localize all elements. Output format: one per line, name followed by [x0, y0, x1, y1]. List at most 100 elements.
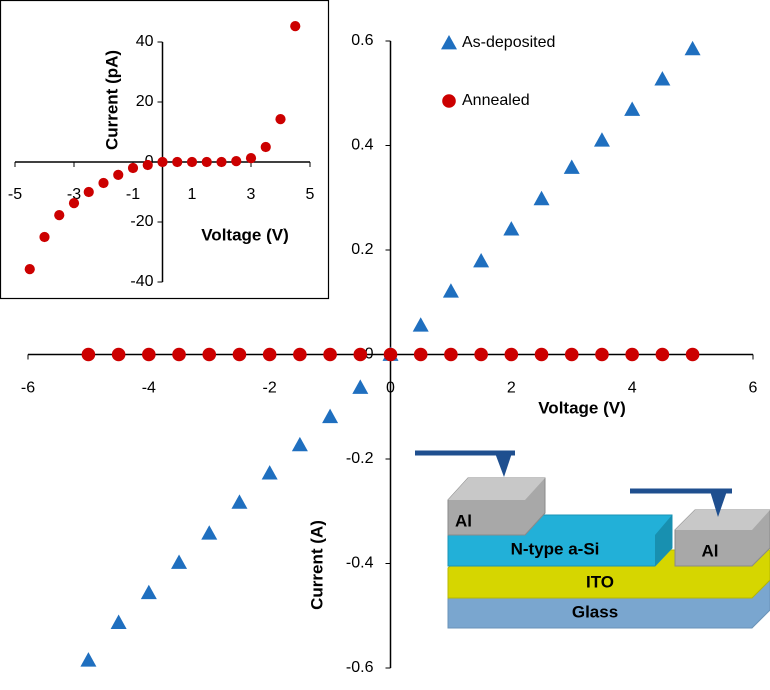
marker-circle: [113, 169, 124, 180]
y-tick-label: -0.6: [346, 659, 374, 676]
marker-circle: [323, 347, 337, 362]
legend-entry: Annealed: [442, 92, 530, 109]
x-tick-label: 0: [386, 380, 395, 397]
marker-circle: [202, 347, 217, 362]
marker-circle: [260, 141, 271, 153]
marker-circle: [685, 347, 700, 362]
y-tick-label: 0.6: [351, 32, 373, 49]
x-tick-label: 1: [188, 186, 197, 203]
marker-circle: [444, 347, 458, 362]
legend-label: As-deposited: [462, 34, 555, 51]
legend-entry: As-deposited: [441, 34, 555, 51]
x-axis-title: Voltage (V): [201, 225, 289, 244]
marker-circle: [442, 94, 456, 108]
y-axis-title: Current (A): [307, 520, 326, 610]
marker-circle: [232, 347, 247, 362]
marker-triangle: [110, 614, 127, 629]
marker-circle: [413, 347, 428, 362]
marker-circle: [54, 210, 65, 221]
y-tick-label: 0: [365, 346, 374, 363]
marker-circle: [655, 347, 670, 362]
inset-frame: [0, 0, 330, 300]
probe-tip: [495, 453, 512, 477]
y-tick-label: 0.4: [351, 137, 373, 154]
marker-circle: [504, 347, 519, 362]
marker-circle: [262, 347, 277, 362]
marker-circle: [157, 156, 168, 168]
marker-triangle: [201, 525, 218, 540]
y-tick-label: 40: [136, 33, 154, 50]
main-chart: -6 -4 -2 0 2 4 6-0.6-0.4-0.200.20.40.6Voltage …: [21, 32, 758, 676]
marker-triangle: [533, 190, 550, 206]
al-right-top: [675, 510, 770, 530]
marker-triangle: [563, 159, 580, 174]
marker-circle: [39, 231, 50, 243]
x-tick-label: 4: [628, 380, 637, 397]
marker-triangle: [291, 436, 308, 452]
marker-triangle: [171, 554, 188, 569]
x-tick-label: 5: [306, 186, 315, 203]
marker-circle: [83, 186, 94, 198]
marker-circle: [290, 21, 301, 32]
marker-circle: [172, 156, 183, 168]
x-tick-label: 6: [749, 380, 758, 397]
marker-circle: [201, 156, 212, 168]
marker-circle: [275, 114, 286, 125]
marker-triangle: [442, 283, 459, 298]
marker-circle: [245, 153, 257, 164]
marker-circle: [474, 347, 488, 362]
marker-triangle: [322, 408, 339, 424]
marker-triangle: [503, 221, 520, 236]
marker-triangle: [684, 40, 701, 56]
marker-triangle: [231, 494, 248, 509]
marker-circle: [595, 347, 609, 362]
marker-triangle: [624, 101, 641, 116]
y-tick-label: 20: [136, 93, 154, 110]
marker-circle: [142, 159, 153, 171]
marker-circle: [216, 156, 227, 168]
marker-circle: [127, 162, 139, 174]
marker-circle: [98, 177, 109, 189]
x-tick-label: -5: [8, 186, 22, 203]
y-tick-label: -0.4: [346, 555, 374, 572]
marker-circle: [24, 264, 35, 275]
al-left-top: [448, 478, 545, 500]
marker-circle: [231, 156, 242, 167]
marker-triangle: [80, 652, 97, 667]
marker-circle: [81, 347, 96, 362]
marker-triangle: [441, 35, 457, 50]
y-axis-title: Current (pA): [102, 50, 121, 150]
y-tick-label: -0.2: [346, 450, 374, 467]
marker-circle: [353, 347, 368, 362]
device-diagram: Al N-type a-Si Al ITO Glass: [415, 450, 770, 629]
x-axis-title: Voltage (V): [538, 398, 626, 417]
device-label: Al: [455, 511, 472, 530]
marker-triangle: [593, 132, 610, 147]
marker-circle: [564, 347, 579, 362]
device-label: Glass: [572, 602, 618, 621]
marker-circle: [68, 198, 80, 209]
x-tick-label: -6: [21, 380, 35, 397]
y-tick-label: 0.2: [351, 241, 373, 258]
marker-circle: [186, 156, 198, 168]
marker-triangle: [412, 317, 429, 332]
device-label: ITO: [586, 572, 614, 591]
x-tick-label: -1: [126, 186, 140, 203]
marker-circle: [383, 347, 398, 362]
marker-triangle: [473, 252, 490, 268]
marker-triangle: [261, 465, 278, 480]
asi-side: [655, 515, 672, 566]
marker-circle: [172, 347, 186, 362]
device-label: N-type a-Si: [511, 539, 600, 558]
marker-triangle: [352, 379, 369, 394]
legend-label: Annealed: [462, 92, 530, 109]
x-tick-label: 3: [247, 186, 256, 203]
marker-triangle: [654, 71, 671, 86]
x-tick-label: 2: [507, 380, 516, 397]
marker-circle: [534, 347, 549, 362]
x-tick-label: -3: [67, 186, 81, 203]
marker-triangle: [140, 584, 157, 600]
